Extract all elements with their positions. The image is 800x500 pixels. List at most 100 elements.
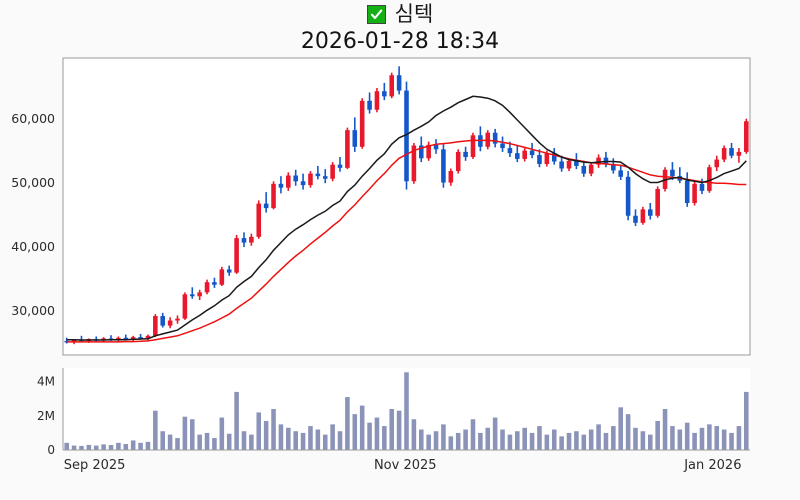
candle-body (374, 91, 380, 110)
candle-body (359, 100, 365, 147)
candle-body (670, 169, 675, 177)
candle-body (529, 150, 535, 156)
candle-body (500, 143, 505, 149)
candle-body (241, 238, 247, 243)
price-y-tick-label: 30,000 (11, 303, 55, 318)
candle-body (396, 75, 402, 91)
volume-bar (596, 424, 601, 450)
candle-body (263, 203, 269, 209)
candle-body (256, 203, 262, 237)
volume-bar (234, 391, 239, 450)
volume-bar (175, 438, 180, 450)
candle-body (551, 153, 557, 162)
volume-bar (684, 422, 690, 450)
candle-body (345, 130, 350, 168)
candle-body (219, 269, 225, 285)
volume-bar (426, 434, 431, 450)
volume-bar (448, 436, 454, 450)
candle-body (315, 173, 321, 177)
chart-canvas[interactable]: 30,000 40,000 50,000 60,000 0 2M 4M Sep 2025 N… (0, 55, 800, 500)
candle-body (721, 148, 727, 160)
price-y-axis: 30,000 40,000 50,000 60,000 (11, 111, 55, 318)
candle-body (212, 282, 217, 285)
volume-bar (655, 420, 660, 450)
x-tick-label: Nov 2025 (374, 458, 437, 473)
volume-bar (382, 426, 387, 450)
volume-bar (492, 417, 498, 450)
check-square-icon[interactable] (366, 4, 386, 24)
volume-bar (433, 431, 439, 450)
volume-bar (729, 432, 734, 450)
candle-body (293, 175, 298, 182)
candle-body (308, 173, 313, 186)
volume-bar (286, 427, 291, 450)
ma-short-line (66, 95, 747, 341)
volume-bar (463, 429, 468, 450)
volume-bar (566, 432, 572, 450)
candle-body (463, 151, 468, 157)
candle-body (470, 135, 476, 157)
volume-bar (478, 432, 483, 450)
candlestick-chart[interactable]: 30,000 40,000 50,000 60,000 0 2M 4M Sep 2025 N… (0, 55, 800, 500)
candle-body (71, 339, 77, 342)
volume-bar (219, 417, 225, 450)
volume-bar (485, 427, 491, 450)
candle-body (337, 164, 343, 168)
volume-bar (699, 427, 705, 450)
candle-body (581, 165, 587, 174)
volume-bar (300, 432, 306, 450)
volume-bar (197, 434, 202, 450)
x-axis: Sep 2025 Nov 2025 Jan 2026 (64, 458, 742, 473)
candle-body (588, 164, 594, 174)
volume-bar (507, 434, 513, 450)
candle-body (418, 145, 424, 159)
candle-body (249, 236, 254, 243)
volume-bar (404, 372, 409, 450)
candle-body (167, 320, 173, 326)
volume-bar (337, 431, 343, 450)
volume-y-axis: 0 2M 4M (37, 375, 55, 457)
volume-bar (500, 429, 505, 450)
volume-bar (389, 409, 395, 450)
candle-body (647, 209, 653, 216)
candle-body (625, 176, 631, 216)
candle-body (204, 282, 210, 293)
candle-body (64, 340, 69, 343)
candle-body (123, 337, 129, 340)
volume-bar (677, 429, 683, 450)
price-y-tick-label: 40,000 (11, 239, 55, 254)
candle-body (537, 155, 542, 165)
candle-body (153, 316, 158, 336)
chart-header: 심텍 2026-01-28 18:34 (0, 0, 800, 55)
volume-bar (470, 419, 476, 450)
volume-bar (744, 391, 749, 450)
volume-bar (455, 432, 461, 450)
price-y-tick-label: 60,000 (11, 111, 55, 126)
volume-bar (515, 431, 520, 450)
candle-body (286, 175, 291, 188)
volume-bar (308, 426, 313, 450)
volume-bar (662, 409, 668, 450)
candle-body (707, 167, 712, 191)
volume-bar (189, 419, 195, 450)
volume-bar (544, 434, 550, 450)
volume-bar (93, 445, 99, 450)
volume-bar (707, 424, 712, 450)
candle-body (744, 121, 749, 152)
volume-bar (263, 420, 269, 450)
candle-body (684, 180, 690, 203)
volume-bar (212, 438, 217, 450)
volume-bar (138, 442, 143, 450)
volume-bar (79, 445, 84, 450)
volume-bar (101, 444, 106, 450)
candle-body (145, 335, 151, 339)
volume-bar (551, 429, 557, 450)
candle-body (278, 183, 284, 188)
candle-body (138, 337, 143, 339)
candle-body (633, 215, 638, 223)
candle-series (64, 66, 749, 345)
candle-body (574, 160, 579, 166)
volume-bar (574, 431, 579, 450)
x-tick-label: Jan 2026 (683, 458, 741, 473)
